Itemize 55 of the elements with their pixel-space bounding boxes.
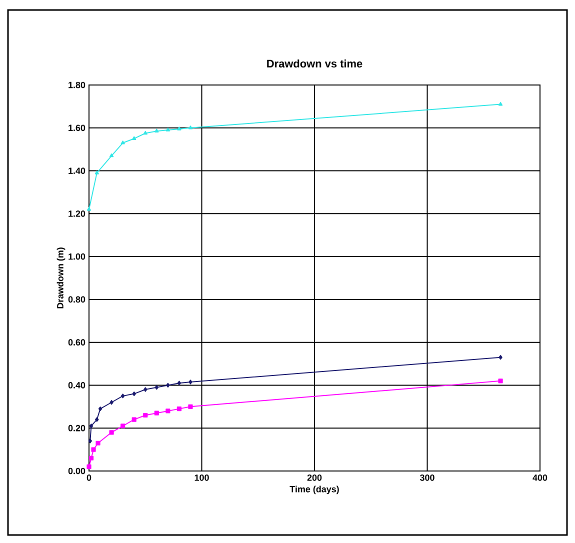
point [89,424,94,428]
point [188,126,193,130]
point [86,207,92,211]
point [94,170,99,174]
point [498,355,502,360]
x-tick-label: 100 [194,474,209,481]
point [154,128,159,133]
y-tick-label: 0.60 [68,339,86,346]
point [132,136,136,140]
y-tick-label: 1.80 [68,82,86,88]
point [120,424,126,428]
point [177,380,182,386]
point [88,438,92,444]
point [132,417,136,422]
y-tick-label: 1.00 [68,253,86,260]
point [166,382,170,388]
x-tick-label: 200 [307,474,322,481]
x-axis-title: Time (days) [290,486,339,494]
y-tick-label: 0.40 [68,382,86,388]
point [176,406,182,412]
point [120,140,125,144]
point [177,126,182,130]
x-tick-label: 300 [420,474,434,481]
point [188,404,193,409]
y-tick-label: 0.80 [68,296,86,303]
point [86,464,92,470]
point [88,456,94,460]
point [91,447,96,452]
point [166,128,170,132]
y-tick-label: 1.40 [68,168,86,174]
y-tick-label: 0.00 [68,468,86,474]
point [120,394,125,398]
point [109,153,114,158]
y-tick-label: 1.20 [68,210,86,217]
point [143,130,148,135]
point [154,410,159,416]
point [132,392,136,396]
point [95,417,99,422]
point [110,400,114,405]
point [109,430,114,435]
point [166,408,170,414]
y-tick-label: 1.60 [68,124,86,132]
chart-title: Drawdown vs time [267,59,362,68]
point [498,378,503,384]
point [96,440,100,446]
y-axis-title: Drawdown (m) [56,248,66,308]
point [98,406,102,412]
point [154,385,158,390]
point [498,102,503,106]
x-tick-label: 0 [86,474,92,481]
y-tick-label: 0.20 [68,424,86,432]
x-tick-label: 400 [532,474,548,481]
point [143,412,148,418]
point [144,387,148,392]
point [188,380,192,384]
